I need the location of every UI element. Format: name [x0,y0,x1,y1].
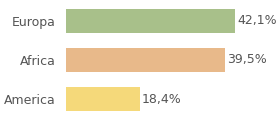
Bar [66,87,140,111]
Bar [66,48,225,72]
Text: 18,4%: 18,4% [142,93,182,106]
Text: 42,1%: 42,1% [237,14,277,27]
Bar [66,9,235,33]
Text: 39,5%: 39,5% [227,54,267,66]
